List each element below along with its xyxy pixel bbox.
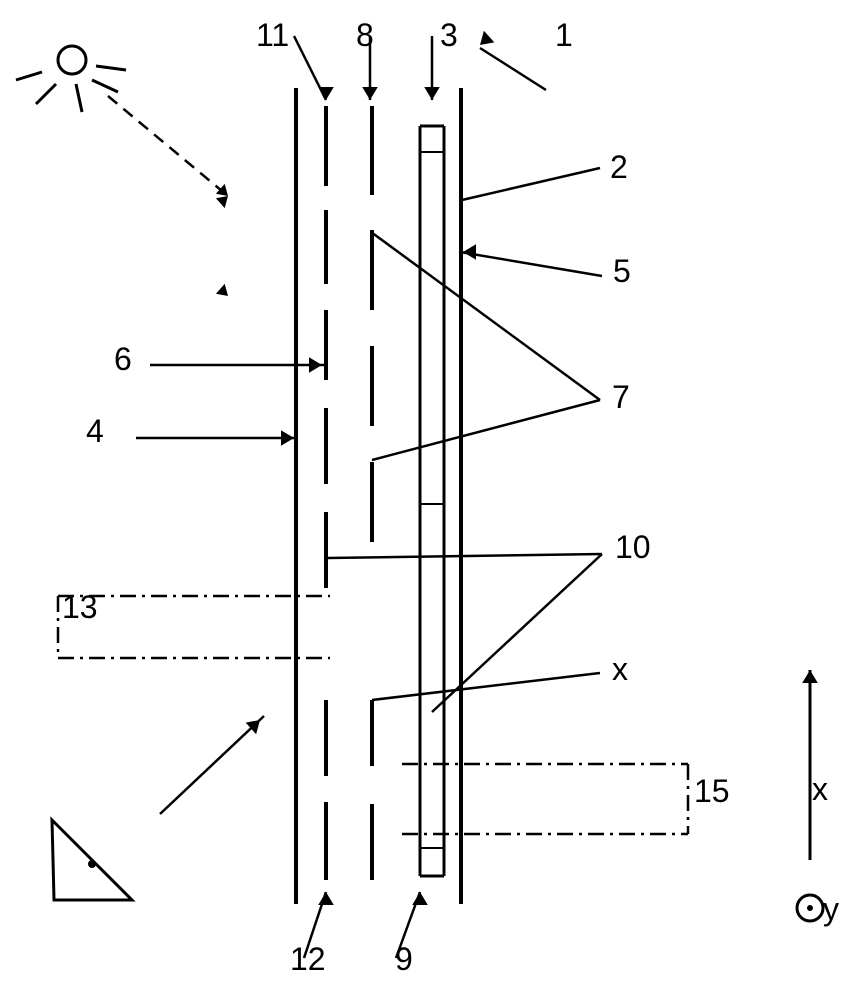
label-4: 4 <box>86 413 104 449</box>
label-8: 8 <box>356 17 374 53</box>
label-9: 9 <box>395 941 413 977</box>
label-x: x <box>812 771 828 807</box>
label-x: x <box>612 651 628 687</box>
technical-diagram: 11831256471013x15129xy <box>0 0 868 1000</box>
label-1: 1 <box>555 17 573 53</box>
label-11: 11 <box>256 17 289 53</box>
label-15: 15 <box>694 773 730 809</box>
label-6: 6 <box>114 341 132 377</box>
label-3: 3 <box>440 17 458 53</box>
label-7: 7 <box>612 379 630 415</box>
label-12: 12 <box>290 941 326 977</box>
label-10: 10 <box>615 529 651 565</box>
label-2: 2 <box>610 149 628 185</box>
label-13: 13 <box>62 589 98 625</box>
label-y: y <box>823 891 839 927</box>
label-5: 5 <box>613 253 631 289</box>
sun-icon <box>58 46 86 74</box>
